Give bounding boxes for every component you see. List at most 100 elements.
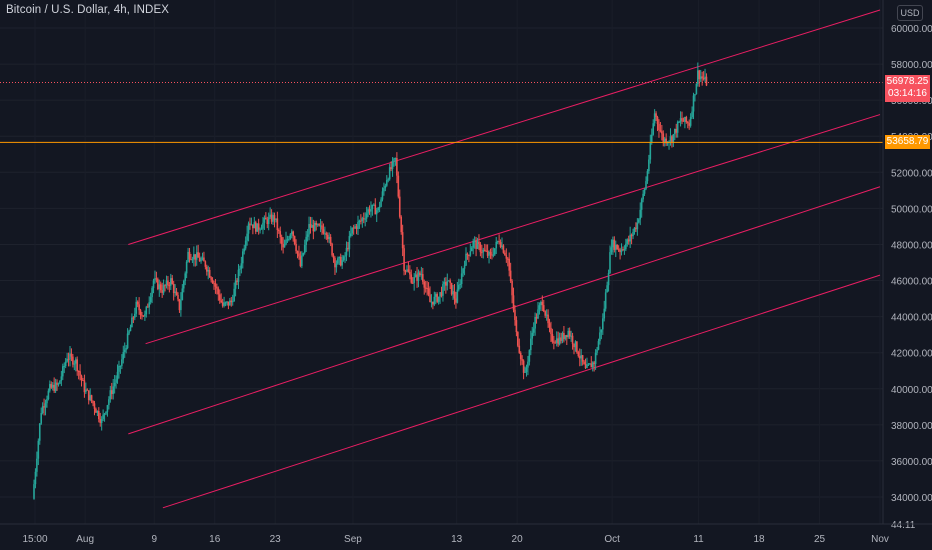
candle-body bbox=[154, 278, 156, 281]
candle-body bbox=[656, 117, 659, 124]
candle-body bbox=[439, 292, 441, 297]
candle-body bbox=[53, 384, 55, 392]
candle-body bbox=[321, 225, 323, 230]
candles bbox=[33, 62, 708, 500]
candle-body bbox=[204, 261, 207, 267]
candle-body bbox=[338, 256, 341, 259]
candle-body bbox=[37, 440, 40, 459]
candle-body bbox=[470, 247, 473, 252]
candle-body bbox=[504, 252, 506, 256]
candle-body bbox=[669, 136, 672, 142]
candle-body bbox=[230, 300, 233, 303]
currency-button[interactable]: USD bbox=[897, 5, 923, 21]
candle-body bbox=[305, 236, 307, 245]
candle-body bbox=[362, 218, 365, 220]
candle-body bbox=[547, 314, 549, 324]
candle-body bbox=[95, 408, 97, 413]
candle-body bbox=[630, 234, 633, 237]
candle-body bbox=[184, 273, 186, 281]
candle-body bbox=[276, 218, 279, 231]
time-tick-label: Aug bbox=[76, 534, 94, 545]
grid-lines bbox=[0, 27, 883, 498]
candle-body bbox=[263, 217, 266, 223]
candle-body bbox=[498, 241, 500, 243]
candle-body bbox=[530, 338, 532, 351]
candle-body bbox=[138, 304, 140, 311]
candle-body bbox=[374, 204, 377, 215]
candle-body bbox=[352, 227, 355, 229]
candle-body bbox=[171, 278, 174, 284]
candle-body bbox=[295, 244, 297, 252]
candle-body bbox=[136, 301, 139, 305]
price-tick-label: 58000.00 bbox=[891, 60, 932, 71]
candle-body bbox=[324, 233, 326, 235]
candle-body bbox=[325, 233, 328, 235]
candle-body bbox=[316, 224, 319, 226]
candle-body bbox=[365, 213, 368, 219]
candle-body bbox=[103, 413, 106, 415]
candle-body bbox=[499, 242, 502, 248]
price-tick-label: 40000.00 bbox=[891, 385, 932, 396]
candle-body bbox=[639, 209, 642, 220]
candle-body bbox=[141, 315, 143, 317]
candle-body bbox=[119, 365, 122, 367]
candle-body bbox=[292, 231, 294, 237]
price-tick-label: 44000.00 bbox=[891, 313, 932, 324]
candle-body bbox=[367, 209, 369, 214]
time-axis[interactable]: 15:00 Aug 9 16 23 Sep 13 20 Oct 11 18 25 Nov bbox=[0, 523, 932, 545]
candle-body bbox=[311, 225, 313, 228]
candle-body bbox=[643, 189, 646, 194]
candle-body bbox=[118, 365, 120, 372]
candle-body bbox=[458, 284, 460, 290]
candle-body bbox=[383, 188, 385, 192]
candle-body bbox=[308, 223, 310, 235]
candle-body bbox=[180, 300, 182, 311]
candle-body bbox=[273, 215, 276, 220]
candle-body bbox=[44, 403, 47, 408]
candle-body bbox=[109, 390, 112, 400]
candle-body bbox=[681, 118, 683, 121]
candle-body bbox=[216, 286, 218, 289]
candle-body bbox=[485, 250, 487, 252]
candle-body bbox=[164, 285, 166, 287]
price-axis[interactable]: 60000.0058000.0056000.0054000.0052000.00… bbox=[882, 0, 932, 531]
candle-body bbox=[217, 288, 220, 295]
candle-body bbox=[354, 226, 356, 228]
candle-body bbox=[564, 335, 567, 339]
candle-body bbox=[155, 278, 158, 280]
candle-body bbox=[655, 113, 657, 118]
candle-body bbox=[617, 249, 620, 251]
candle-body bbox=[370, 208, 372, 212]
candle-body bbox=[135, 301, 138, 314]
candle-body bbox=[426, 287, 428, 289]
candle-body bbox=[386, 180, 388, 186]
candle-body bbox=[178, 299, 181, 311]
candle-body bbox=[577, 352, 580, 357]
candle-body bbox=[40, 412, 42, 424]
candle-body bbox=[191, 259, 194, 261]
candle-body bbox=[175, 291, 178, 296]
candle-body bbox=[112, 386, 114, 394]
candle-body bbox=[423, 281, 426, 288]
candle-body bbox=[545, 314, 548, 316]
candle-body bbox=[593, 362, 595, 364]
candle-body bbox=[99, 419, 102, 424]
candle-body bbox=[242, 251, 244, 264]
candle-body bbox=[63, 365, 66, 367]
candle-body bbox=[648, 159, 650, 172]
candle-body bbox=[627, 239, 630, 242]
candle-body bbox=[113, 382, 116, 387]
candle-body bbox=[534, 317, 536, 329]
candle-body bbox=[620, 249, 623, 253]
candle-body bbox=[322, 229, 325, 234]
candle-body bbox=[596, 349, 598, 353]
candle-body bbox=[213, 283, 215, 285]
candle-body bbox=[342, 256, 345, 261]
candle-body bbox=[494, 248, 496, 255]
candle-body bbox=[638, 219, 640, 223]
candle-body bbox=[455, 298, 457, 303]
time-tick-label: 9 bbox=[151, 534, 157, 545]
candle-body bbox=[702, 77, 705, 80]
candle-body bbox=[463, 265, 466, 269]
